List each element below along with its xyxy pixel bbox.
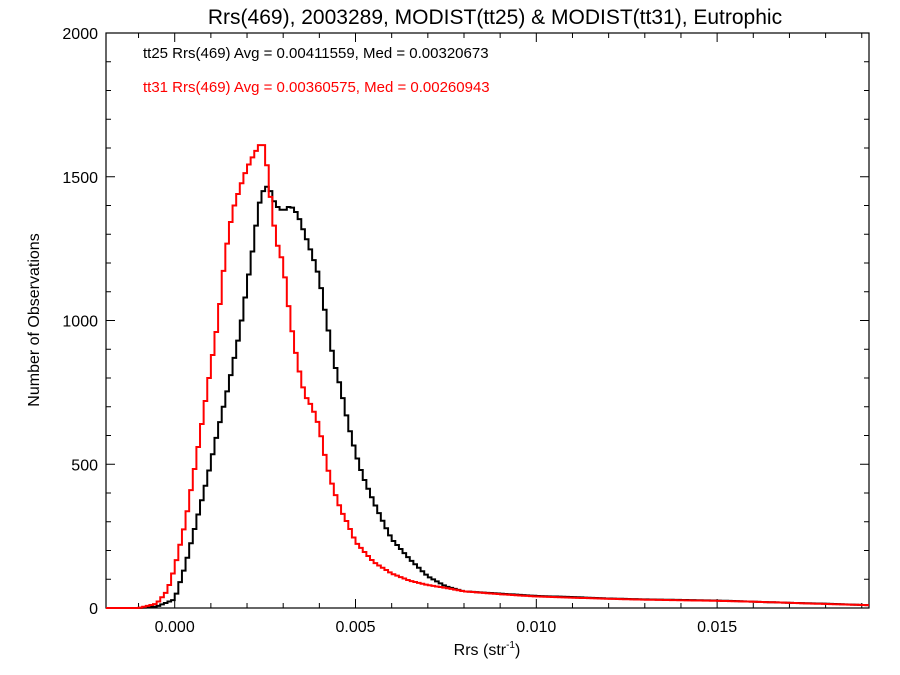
x-axis-label-sup: -1 <box>506 640 515 651</box>
x-axis-label-close: ) <box>515 642 520 659</box>
x-axis-label: Rrs (str-1) <box>454 640 521 659</box>
x-axis-label-base: Rrs (str <box>454 642 507 659</box>
y-tick-label: 1500 <box>62 170 98 187</box>
x-tick-label: 0.000 <box>155 619 195 636</box>
series-layer <box>106 144 869 609</box>
y-tick-label: 500 <box>71 457 98 474</box>
series-line-tt31 <box>106 144 869 609</box>
axis-ticks: 0.000 0.005 0.010 0.015 0 500 1000 1500 2000 <box>62 26 869 636</box>
x-tick-label: 0.005 <box>335 619 375 636</box>
chart-title: Rrs(469), 2003289, MODIST(tt25) & MODIST… <box>208 6 782 29</box>
y-axis-label: Number of Observations <box>26 233 43 406</box>
annotation-tt31: tt31 Rrs(469) Avg = 0.00360575, Med = 0.… <box>143 79 490 96</box>
y-tick-label: 2000 <box>62 26 98 43</box>
annotation-tt25: tt25 Rrs(469) Avg = 0.00411559, Med = 0.… <box>143 45 489 62</box>
y-tick-label: 0 <box>89 601 98 618</box>
y-tick-label: 1000 <box>62 314 98 331</box>
x-tick-label: 0.015 <box>697 619 737 636</box>
x-tick-label: 0.010 <box>516 619 556 636</box>
